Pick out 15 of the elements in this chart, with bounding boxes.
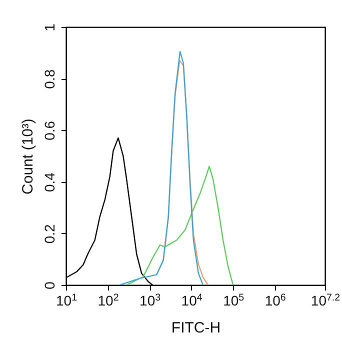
y-tick-label: 0.2 [42,224,58,244]
y-tick-label: 0.6 [42,120,58,140]
x-tick-label: 10$^{1}$ [56,292,78,308]
y-tick-label: 0 [42,281,58,290]
y-axis-title: Count (10³) [20,118,36,194]
x-tick-label: 10$^{3}$ [140,292,162,308]
y-tick-label: 0.4 [42,172,58,192]
x-tick-label: 10$^{4}$ [181,292,203,308]
x-tick-label: 10$^{2}$ [98,292,119,308]
x-axis-title: FITC-H [171,320,221,336]
x-tick-label: 10$^{7.2}$ [310,292,340,308]
x-tick-label: 10$^{5}$ [223,292,245,308]
y-tick-label: 1 [42,23,58,32]
y-tick-label: 0.8 [42,69,58,89]
x-tick-label: 10$^{6}$ [264,292,286,308]
